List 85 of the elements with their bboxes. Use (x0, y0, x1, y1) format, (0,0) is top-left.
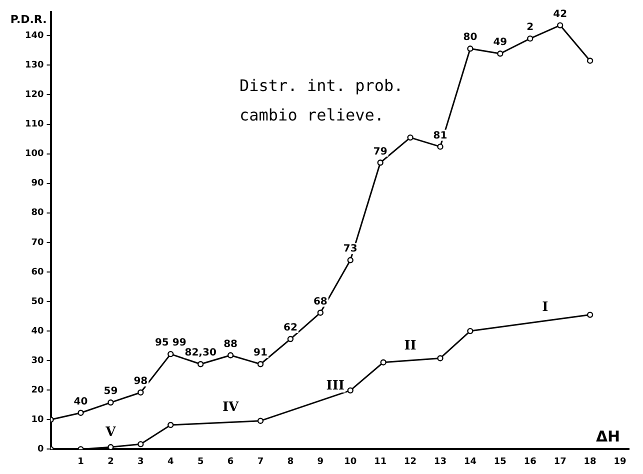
annotation: 59 (104, 386, 118, 398)
point (108, 444, 114, 450)
point (108, 399, 114, 406)
x-tick-label: 8 (287, 456, 294, 467)
point (380, 359, 386, 366)
x-tick-label: 17 (554, 456, 566, 467)
y-tick-label: 140 (24, 30, 44, 41)
point (586, 312, 594, 318)
annotation: 80 (463, 32, 478, 44)
annotation: 2 (526, 22, 534, 34)
y-tick-label: 30 (31, 356, 44, 366)
x-tick-label: 4 (167, 456, 174, 467)
annotation: 73 (343, 244, 358, 255)
point (257, 418, 264, 424)
y-tick-label: 80 (31, 208, 44, 218)
annotation: 95 99 (154, 338, 186, 349)
point (138, 389, 144, 396)
annotation: Distr. int. prob. cambio relieve. (240, 76, 404, 124)
annotation: V (104, 425, 117, 440)
x-tick-label: 5 (197, 456, 204, 467)
point (168, 350, 174, 358)
x-tick-label: 18 (584, 456, 596, 467)
point (467, 328, 474, 334)
y-tick-label: 90 (31, 178, 44, 189)
x-tick-label: 15 (494, 456, 506, 467)
point (168, 422, 174, 428)
x-tick-label: 10 (344, 456, 357, 467)
annotation: I (542, 300, 548, 316)
x-tick-label: 19 (614, 456, 626, 467)
annotation: 40 (74, 396, 88, 408)
x-tick-label: 7 (257, 456, 264, 467)
point (437, 355, 444, 362)
annotation: 68 (313, 296, 328, 308)
point (317, 310, 324, 316)
annotation: 81 (433, 130, 448, 142)
annotation: 98 (134, 376, 148, 388)
point (586, 58, 594, 64)
y-tick-label: 10 (31, 415, 44, 426)
point (497, 50, 504, 57)
point (197, 361, 204, 368)
y-tick-label: 40 (31, 326, 44, 336)
annotation: III (326, 378, 345, 394)
x-tick-label: 9 (317, 456, 324, 467)
y-tick-label: 110 (24, 120, 44, 130)
x-tick-label: 6 (227, 456, 234, 467)
x-tick-label: 14 (464, 456, 476, 467)
point (347, 257, 354, 264)
annotation: 79 (373, 146, 388, 158)
y-tick-label: 60 (31, 267, 44, 278)
point (257, 361, 264, 368)
annotation: 49 (493, 37, 508, 48)
y-tick-label: 100 (24, 149, 44, 160)
point (227, 352, 234, 358)
x-tick-label: 16 (524, 456, 536, 467)
x-tick-label: 13 (434, 456, 447, 467)
y-tick-label: 120 (24, 90, 44, 100)
annotation: 62 (284, 322, 298, 334)
point (407, 134, 414, 141)
x-tick-label: 2 (108, 456, 114, 467)
x-axis-title: ΔH (596, 428, 620, 446)
point (377, 160, 384, 166)
point (556, 22, 564, 28)
point (347, 387, 354, 394)
point (78, 410, 84, 416)
point (287, 336, 294, 342)
y-tick-label: 130 (24, 60, 44, 71)
x-tick-label: 1 (78, 456, 84, 467)
x-tick-label: 3 (138, 456, 144, 467)
annotation: 42 (553, 8, 568, 20)
annotation: IV (222, 400, 240, 415)
point (437, 144, 444, 150)
point (138, 441, 144, 448)
annotation: II (404, 338, 416, 354)
point (527, 35, 534, 42)
point (467, 46, 474, 52)
y-tick-label: 50 (31, 296, 44, 307)
annotation: 82,30 (184, 348, 216, 359)
y-tick-label: 0 (38, 444, 44, 455)
y-tick-label: 20 (31, 385, 44, 396)
annotation: 88 (224, 338, 238, 350)
y-tick-label: 70 (31, 238, 44, 248)
annotation: 91 (254, 348, 268, 359)
x-tick-label: 12 (404, 456, 417, 467)
y-axis-title: P.D.R. (10, 13, 47, 26)
x-tick-label: 11 (374, 456, 387, 467)
